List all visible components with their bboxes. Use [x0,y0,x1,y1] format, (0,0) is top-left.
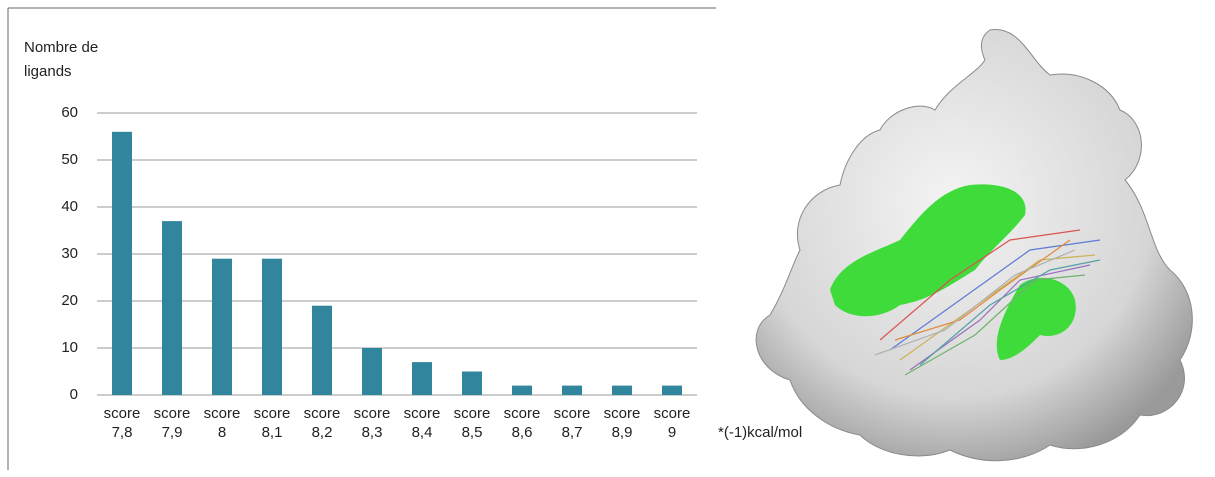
x-tick-label: score 8 [203,405,241,441]
x-tick-label: score 8,6 [503,405,541,441]
y-tick-label: 50 [61,151,78,168]
y-axis-label: Nombre de ligands [24,39,99,80]
y-tick-label: 0 [69,386,78,403]
bar [212,258,232,395]
x-tick-label: score 8,3 [353,405,391,441]
x-tick-label: score 7,8 [103,405,141,441]
bar [262,258,282,395]
protein-illustration [755,29,1193,462]
x-tick-label: score 8,7 [553,405,591,441]
bar [162,221,182,395]
x-tick-label: score 7,9 [153,405,191,441]
y-tick-label: 10 [61,339,78,356]
x-tick-label: score 8,4 [403,405,441,441]
x-tick-label: score 9 [653,405,691,441]
bar [612,385,632,395]
bar [112,131,132,396]
bar [512,385,532,395]
bar [662,385,682,395]
y-tick-label: 30 [61,245,78,262]
annotation: *(-1)kcal/mol [718,424,803,441]
bar [462,371,482,395]
y-tick-label: 20 [61,292,78,309]
x-tick-label: score 8,9 [603,405,641,441]
frame [7,7,716,470]
bar [562,385,582,395]
bar [312,305,332,395]
x-tick-label: score 8,2 [303,405,341,441]
x-tick-label: score 8,5 [453,405,491,441]
x-tick-label: score 8,1 [253,405,291,441]
bar [412,362,432,395]
y-tick-label: 40 [61,198,78,215]
bar [362,348,382,395]
y-tick-label: 60 [61,104,78,121]
